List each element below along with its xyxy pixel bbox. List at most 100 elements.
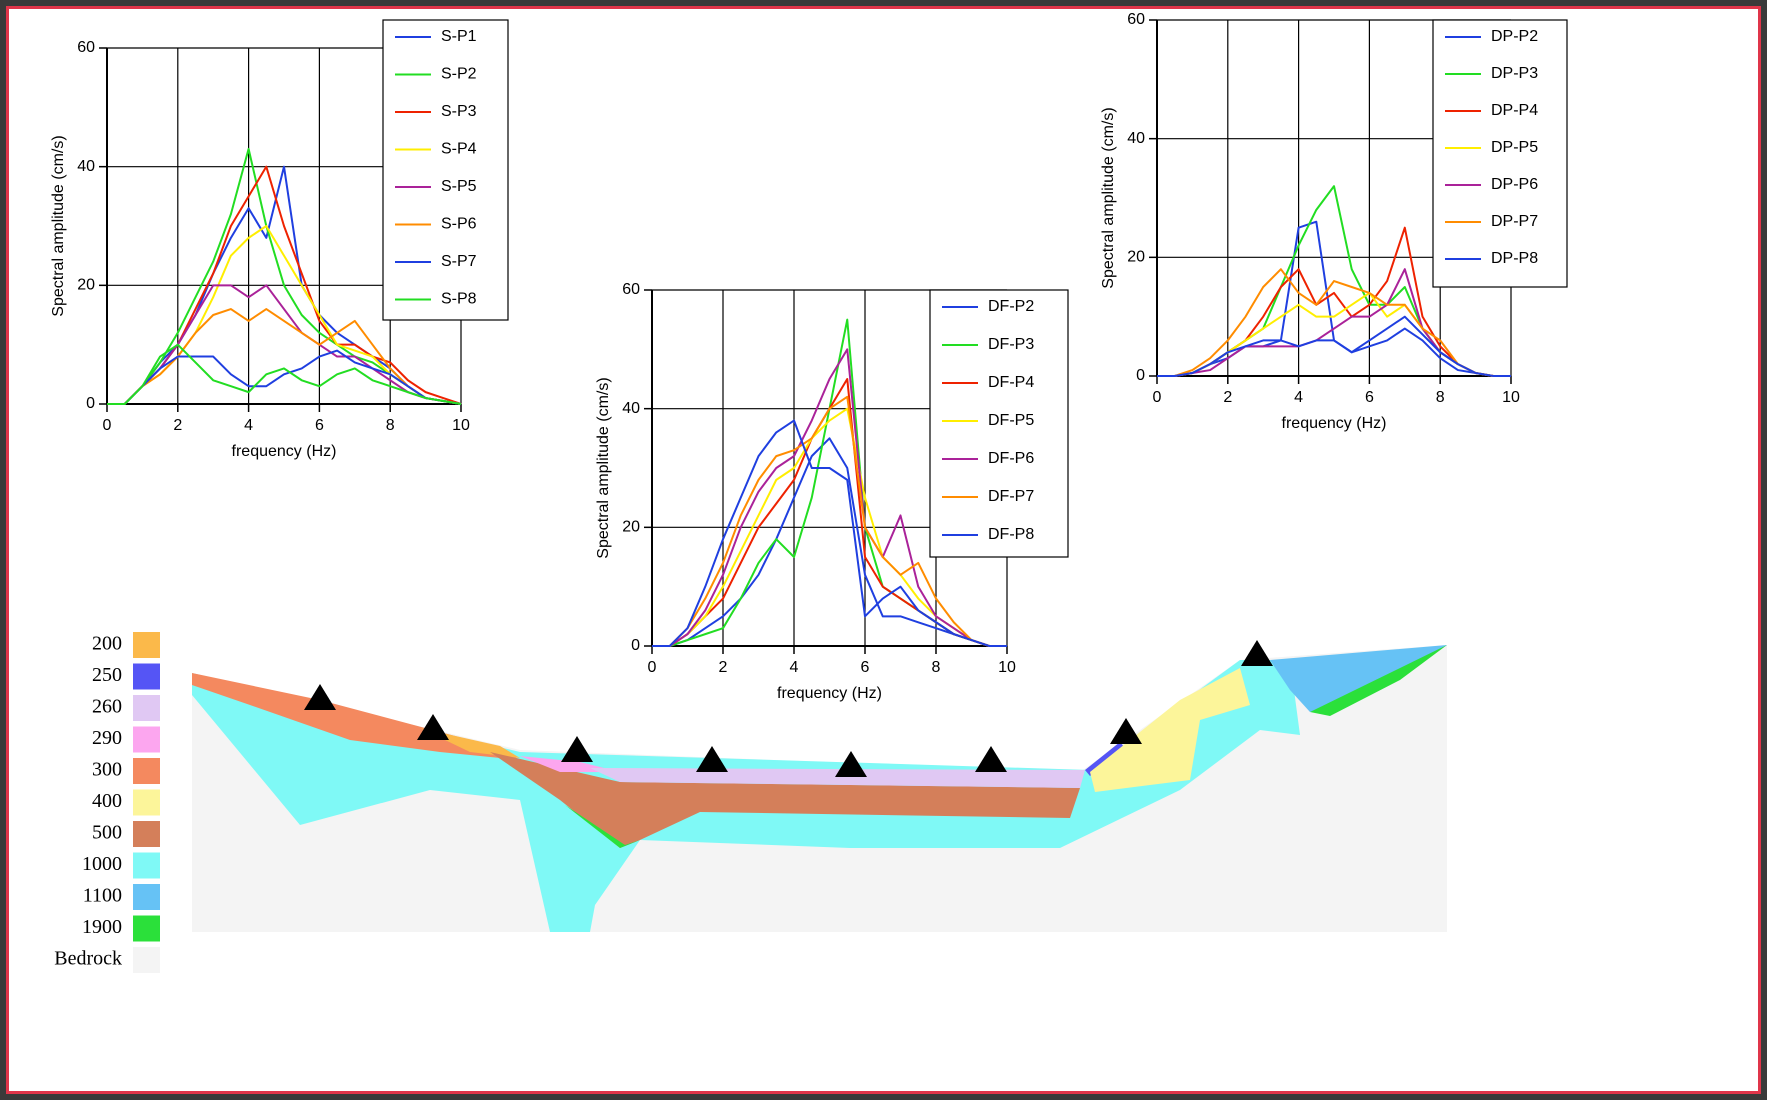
series-line [652,437,1007,647]
x-tick-label: 4 [1294,389,1303,406]
legend-label: DP-P7 [1491,213,1538,230]
x-tick-label: 2 [173,417,182,434]
legend-swatch [133,884,160,910]
legend-label: 250 [92,664,122,686]
legend-label: DF-P6 [988,450,1034,467]
layer-500 [490,752,1080,848]
y-axis-label: Spectral amplitude (cm/s) [595,377,612,558]
layer-250 [1085,742,1125,776]
chart: 0 20 40 60 0 2 4 6 8 10 frequency (Hz) Spectral amp… [1100,11,1568,432]
y-tick-label: 20 [622,519,640,536]
legend-label: Bedrock [54,948,122,970]
station [304,684,336,710]
x-tick-label: 10 [452,417,470,434]
legend-label: DF-P7 [988,488,1034,505]
chart: 0 20 40 60 0 2 4 6 8 10 frequency (Hz) Spectral amp… [50,19,509,460]
legend-label: DP-P8 [1491,250,1538,267]
y-tick-label: 60 [77,39,95,56]
y-axis-label: Spectral amplitude (cm/s) [1100,107,1117,288]
legend-box [929,289,1069,558]
legend-label: 290 [92,727,122,749]
legend-swatch [133,758,160,784]
station [696,746,728,772]
series-line [107,284,462,405]
legend-label: DF-P5 [988,412,1034,429]
legend-label: S-P2 [441,66,477,83]
x-tick-label: 0 [648,659,657,676]
x-axis-label: frequency (Hz) [1282,415,1387,432]
legend-swatch [133,695,160,721]
x-tick-label: 4 [244,417,253,434]
x-axis-label: frequency (Hz) [777,685,882,702]
x-tick-label: 6 [861,659,870,676]
legend-swatch [133,915,160,942]
station [975,746,1007,772]
y-tick-label: 40 [1127,130,1145,147]
legend-label: DP-P6 [1491,176,1538,193]
chart: 0 20 40 60 0 2 4 6 8 10 frequency (Hz) Spectral amp… [595,281,1069,702]
legend-label: S-P1 [441,28,477,45]
station [1110,718,1142,744]
station [561,736,593,762]
series-line [107,343,462,405]
x-tick-label: 10 [998,659,1016,676]
legend-label: DP-P2 [1491,28,1538,45]
legend-label: S-P6 [441,216,477,233]
legend-label: 300 [92,759,122,781]
legend-label: S-P4 [441,141,477,158]
layer-290 [520,756,620,772]
legend-label: DF-P3 [988,336,1034,353]
legend-label: S-P5 [441,178,477,195]
y-tick-label: 20 [1127,249,1145,266]
legend-label: DF-P8 [988,526,1034,543]
cross-section [192,640,1447,932]
x-tick-label: 8 [386,417,395,434]
station [1241,640,1273,666]
x-tick-label: 0 [1153,389,1162,406]
legend-label: S-P8 [441,291,477,308]
x-tick-label: 2 [719,659,728,676]
legend-label: 1900 [82,916,122,938]
layer-1900 [1310,645,1447,716]
y-tick-label: 40 [77,158,95,175]
y-tick-label: 40 [622,400,640,417]
legend-label: DF-P2 [988,298,1034,315]
legend-swatch [133,852,160,879]
x-tick-label: 2 [1223,389,1232,406]
legend-label: 500 [92,822,122,844]
legend-label: S-P7 [441,253,477,270]
legend-swatch [133,789,160,816]
legend-swatch [133,821,160,847]
y-tick-label: 0 [86,395,95,412]
legend-label: 1000 [82,853,122,875]
series-line [652,395,1007,647]
station [417,714,449,740]
y-axis-label: Spectral amplitude (cm/s) [50,135,67,316]
stations [304,640,1273,777]
x-tick-label: 8 [1436,389,1445,406]
x-tick-label: 4 [790,659,799,676]
x-axis-label: frequency (Hz) [232,443,337,460]
profile-legend: 200 250 260 290 300 400 500 1000 1100 1900 Bedrock [54,632,160,973]
station [835,751,867,777]
legend-label: DP-P4 [1491,102,1538,119]
legend-swatch [133,947,160,973]
layer-400 [1090,668,1250,792]
x-tick-label: 10 [1502,389,1520,406]
legend-swatch [133,632,160,658]
series-line [1157,268,1511,377]
legend-label: S-P3 [441,103,477,120]
legend-box [382,19,509,321]
series-line [652,348,1007,647]
x-tick-label: 8 [932,659,941,676]
x-tick-label: 6 [315,417,324,434]
legend-label: 400 [92,790,122,812]
x-tick-label: 0 [103,417,112,434]
legend-swatch [133,726,160,753]
x-tick-label: 6 [1365,389,1374,406]
legend-label: 260 [92,696,122,718]
series-line [107,308,462,405]
series-line [107,349,462,405]
legend-label: DP-P5 [1491,139,1538,156]
